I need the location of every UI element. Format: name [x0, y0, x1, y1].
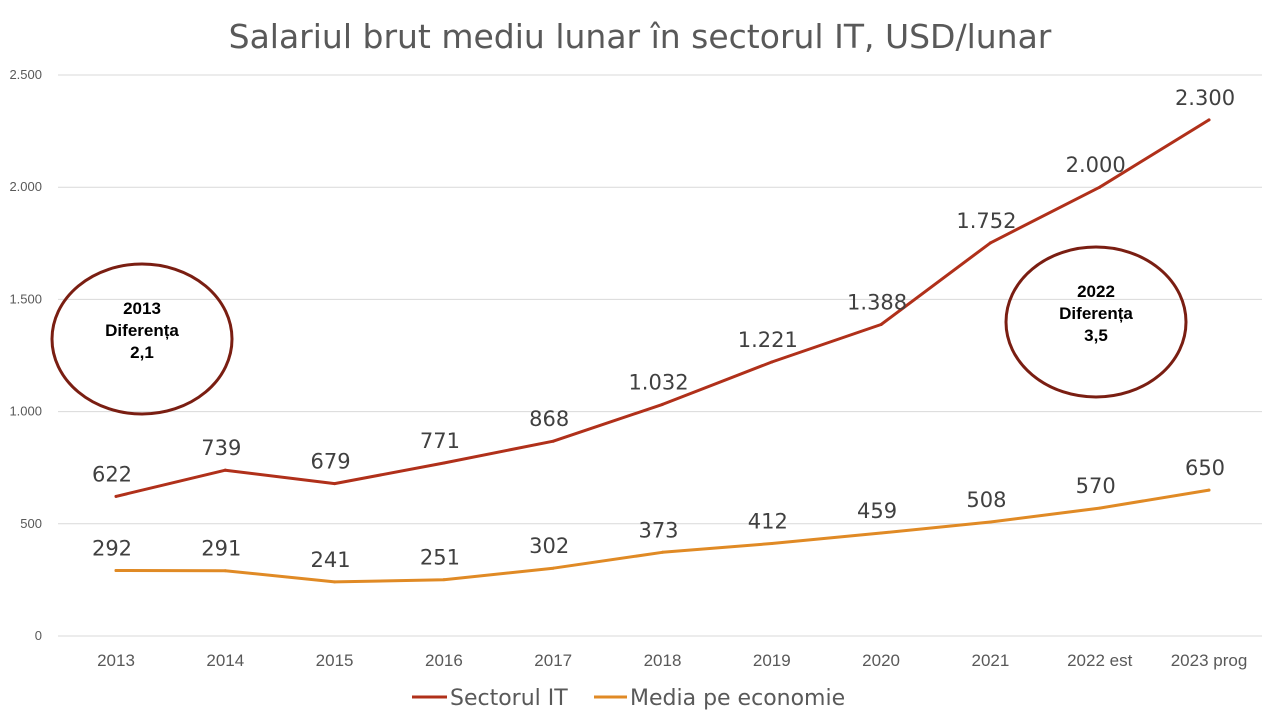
y-tick-label: 2.500	[9, 67, 42, 82]
data-label: 373	[638, 518, 678, 542]
data-point	[333, 580, 337, 584]
data-label: 1.752	[956, 209, 1016, 233]
data-label: 771	[420, 429, 460, 453]
legend: Sectorul IT Media pe economie	[412, 686, 845, 711]
series-layer	[114, 118, 1211, 584]
data-labels: 622 739 679 771 868 1.032 1.221 1.388 1.752 2.000…	[92, 86, 1235, 572]
data-label: 739	[201, 436, 241, 460]
data-point	[988, 520, 992, 524]
annotation-ellipse	[1004, 245, 1188, 399]
x-tick-label: 2014	[206, 651, 244, 670]
x-tick-label: 2013	[97, 651, 135, 670]
annotation-ellipse	[50, 262, 234, 416]
data-point	[223, 569, 227, 573]
data-point	[333, 482, 337, 486]
grid-layer	[58, 74, 1262, 637]
x-tick-label: 2021	[971, 651, 1009, 670]
data-point	[879, 323, 883, 327]
legend-label: Sectorul IT	[450, 686, 568, 711]
x-tick-label: 2016	[425, 651, 463, 670]
data-label: 292	[92, 536, 132, 560]
data-point	[442, 461, 446, 465]
y-tick-label: 500	[20, 516, 42, 531]
data-point	[551, 566, 555, 570]
annotation-text: 3,5	[1084, 326, 1108, 345]
data-point	[551, 439, 555, 443]
data-point	[770, 542, 774, 546]
x-tick-label: 2023 prog	[1171, 651, 1248, 670]
data-point	[988, 241, 992, 245]
annotations: 2013 Diferența 2,1 2022 Diferența 3,5	[50, 245, 1188, 416]
annotation-text: 2022	[1077, 282, 1115, 301]
data-point	[879, 531, 883, 535]
data-point	[1098, 185, 1102, 189]
annotation-text: 2,1	[130, 343, 154, 362]
y-tick-label: 1.000	[9, 404, 42, 419]
y-tick-label: 2.000	[9, 179, 42, 194]
x-tick-label: 2017	[534, 651, 572, 670]
data-label: 508	[966, 488, 1006, 512]
data-label: 2.300	[1175, 86, 1235, 110]
x-tick-label: 2018	[644, 651, 682, 670]
x-tick-label: 2019	[753, 651, 791, 670]
y-tick-label: 0	[35, 628, 42, 643]
data-label: 412	[748, 510, 788, 534]
chart-title: Salariul brut mediu lunar în sectorul IT…	[229, 17, 1052, 56]
data-label: 1.032	[628, 370, 688, 394]
x-tick-label: 2015	[316, 651, 354, 670]
data-point	[770, 360, 774, 364]
annotation-text: Diferența	[1059, 304, 1133, 323]
data-point	[661, 402, 664, 406]
data-point	[661, 550, 664, 554]
data-label: 1.221	[738, 328, 798, 352]
data-label: 570	[1076, 474, 1116, 498]
data-label: 650	[1185, 456, 1225, 480]
data-label: 868	[529, 407, 569, 431]
data-label: 679	[311, 450, 351, 474]
annotation-text: Diferența	[105, 321, 179, 340]
legend-label: Media pe economie	[630, 686, 845, 711]
data-point	[442, 578, 446, 582]
data-point	[1207, 118, 1211, 122]
data-point	[1098, 506, 1102, 510]
data-point	[114, 494, 118, 498]
data-label: 2.000	[1066, 153, 1126, 177]
data-point	[1207, 488, 1211, 492]
annotation-text: 2013	[123, 299, 161, 318]
data-point	[114, 568, 118, 572]
data-label: 459	[857, 499, 897, 523]
x-tick-label: 2020	[862, 651, 900, 670]
data-point	[223, 468, 227, 472]
y-tick-label: 1.500	[9, 291, 42, 306]
data-label: 1.388	[847, 291, 907, 315]
series-line-0	[114, 118, 1211, 498]
data-label: 251	[420, 546, 460, 570]
x-tick-label: 2022 est	[1067, 651, 1132, 670]
data-label: 241	[311, 548, 351, 572]
data-label: 302	[529, 534, 569, 558]
x-axis-ticks: 2013 2014 2015 2016 2017 2018 2019 2020 2021 2022…	[97, 651, 1247, 670]
y-axis-ticks: 0 500 1.000 1.500 2.000 2.500	[9, 67, 42, 643]
data-label: 622	[92, 462, 132, 486]
data-label: 291	[201, 537, 241, 561]
